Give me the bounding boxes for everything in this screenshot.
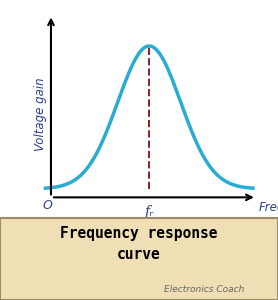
Text: Frequency: Frequency [259, 201, 278, 214]
Text: Voltage gain: Voltage gain [34, 78, 48, 151]
Text: O: O [43, 199, 52, 212]
Text: Electronics Coach: Electronics Coach [164, 285, 245, 294]
Text: Frequency response
curve: Frequency response curve [60, 226, 218, 262]
Text: fᵣ: fᵣ [145, 205, 155, 219]
